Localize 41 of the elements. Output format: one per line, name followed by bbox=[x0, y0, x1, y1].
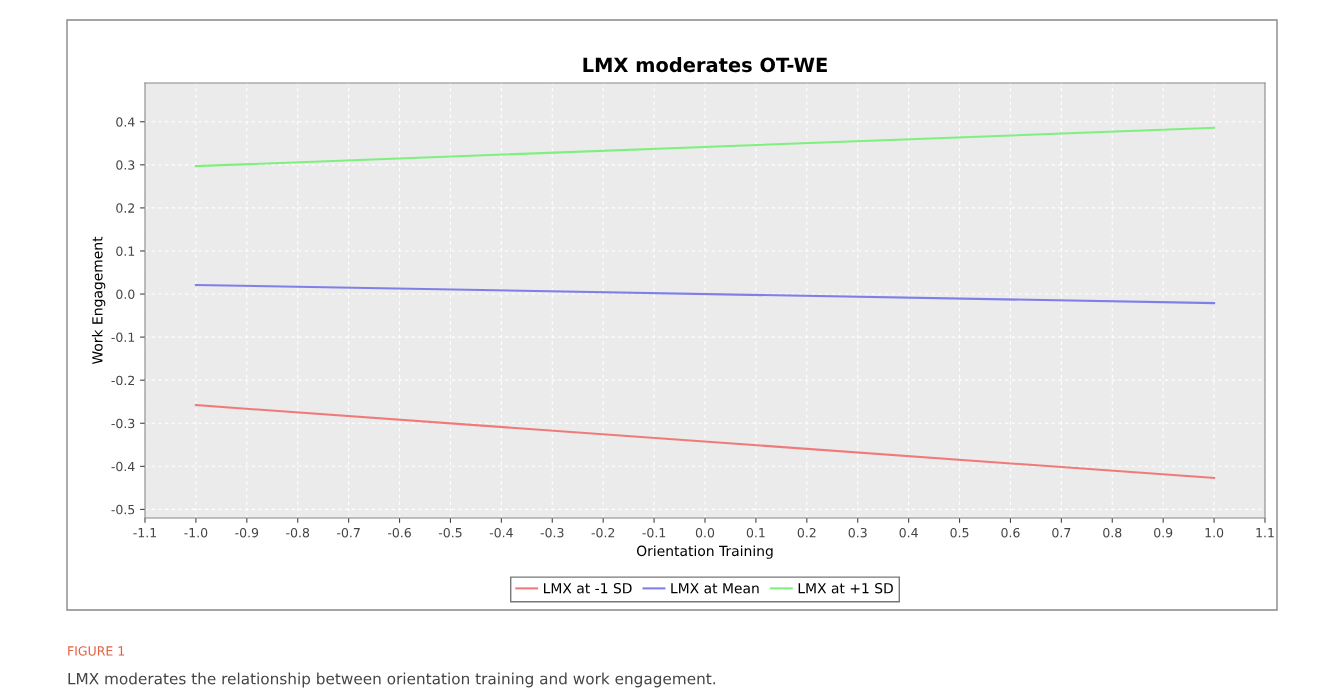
caption: FIGURE 1 bbox=[68, 646, 125, 656]
y-tick-label: -0.4 bbox=[111, 461, 135, 472]
x-tick-label: 0.4 bbox=[899, 527, 918, 538]
x-tick-label: 0.9 bbox=[1154, 527, 1173, 538]
x-tick-label: 0.1 bbox=[746, 527, 765, 538]
x-tick-label: 0.0 bbox=[695, 527, 715, 538]
x-tick-label: 1.0 bbox=[1205, 527, 1224, 538]
x-tick-label: -0.5 bbox=[438, 527, 462, 538]
text: LMX moderates the relationship between orientation training and work engagement. bbox=[68, 672, 715, 688]
y-tick-label: -0.5 bbox=[111, 504, 135, 515]
x-tick-label: -0.7 bbox=[337, 527, 360, 538]
x-tick-label: -0.8 bbox=[286, 527, 310, 538]
x-tick-label: 0.7 bbox=[1052, 527, 1071, 538]
x-tick-label: 0.3 bbox=[848, 527, 867, 538]
x-tick-label: 0.8 bbox=[1103, 527, 1122, 538]
y-tick-label: 0.2 bbox=[116, 203, 135, 213]
x-tick-label: -1.0 bbox=[184, 527, 208, 538]
y-tick-label: 0.4 bbox=[116, 117, 135, 127]
y-tick-label: -0.1 bbox=[111, 332, 135, 343]
y-tick-label: -0.3 bbox=[111, 418, 135, 429]
x-tick-label: -0.6 bbox=[387, 527, 411, 538]
x-tick-label: 0.6 bbox=[1001, 527, 1020, 538]
x-tick-label: -1.1 bbox=[133, 528, 157, 538]
chart-title: LMX moderates OT-WE bbox=[583, 57, 827, 73]
y-tick-label: -0.2 bbox=[111, 375, 135, 386]
x-tick-label: -0.1 bbox=[642, 527, 666, 538]
legend-label: LMX at Mean bbox=[671, 583, 759, 594]
x-axis-title: Orientation Training bbox=[636, 545, 773, 559]
x-tick-label: 1.1 bbox=[1256, 528, 1274, 538]
y-axis-title: Work Engagement bbox=[91, 236, 106, 365]
x-tick-label: 0.5 bbox=[950, 527, 969, 538]
x-tick-label: -0.4 bbox=[489, 527, 513, 538]
x-tick-label: -0.3 bbox=[540, 527, 564, 538]
legend-label: LMX at -1 SD bbox=[544, 582, 632, 594]
y-tick-label: 0.1 bbox=[116, 246, 135, 256]
y-tick-label: 0.3 bbox=[116, 160, 135, 170]
x-tick-label: -0.9 bbox=[235, 527, 259, 538]
legend-label: LMX at +1 SD bbox=[798, 582, 893, 594]
x-tick-label: -0.2 bbox=[591, 527, 615, 538]
y-tick-label: 0.0 bbox=[116, 289, 135, 299]
x-tick-label: 0.2 bbox=[797, 527, 816, 538]
